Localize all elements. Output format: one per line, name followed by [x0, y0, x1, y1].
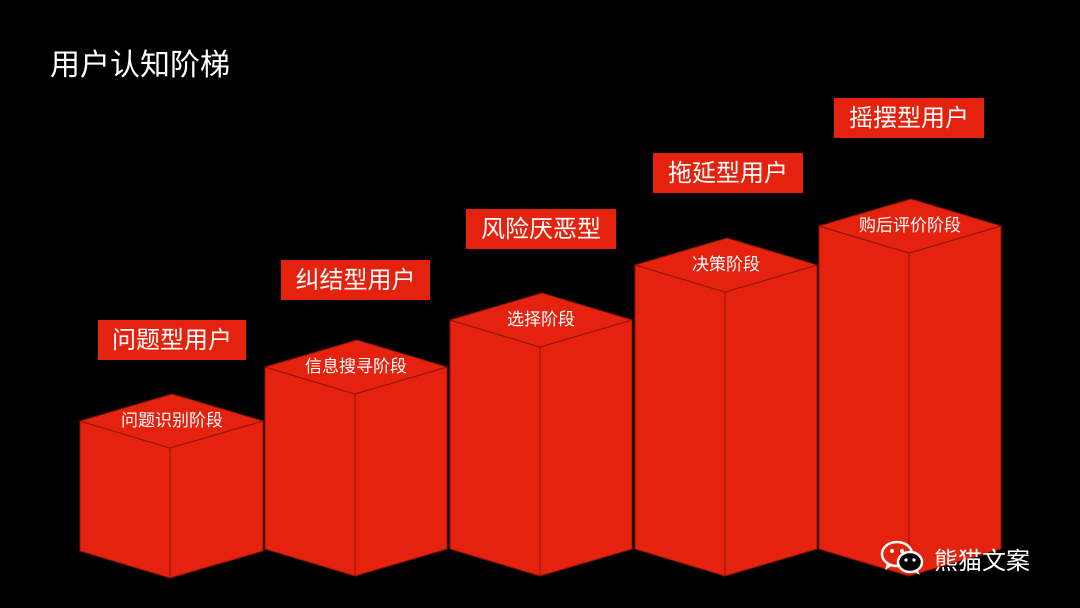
step-cube-3: 选择阶段	[448, 292, 634, 577]
user-type-label-4: 拖延型用户	[653, 153, 803, 193]
stage-label-5: 购后评价阶段	[859, 216, 961, 236]
stage-label-4: 决策阶段	[692, 255, 760, 275]
user-type-label-3: 风险厌恶型	[466, 209, 616, 249]
stage-label-2: 信息搜寻阶段	[305, 357, 407, 377]
user-type-label-2: 纠结型用户	[281, 260, 430, 300]
stage-label-3: 选择阶段	[507, 310, 575, 330]
step-cube-1: 问题识别阶段	[78, 393, 265, 579]
watermark-text: 熊猫文案	[934, 546, 1030, 575]
page-title: 用户认知阶梯	[50, 48, 230, 83]
stage-label-1: 问题识别阶段	[121, 411, 223, 431]
step-cube-2: 信息搜寻阶段	[263, 339, 449, 577]
step-cube-5: 购后评价阶段	[817, 198, 1003, 577]
user-type-label-5: 摇摆型用户	[834, 98, 984, 138]
wechat-icon	[880, 540, 924, 575]
step-cube-4: 决策阶段	[633, 237, 819, 577]
user-type-label-1: 问题型用户	[98, 320, 246, 360]
watermark: 熊猫文案	[878, 536, 1030, 580]
